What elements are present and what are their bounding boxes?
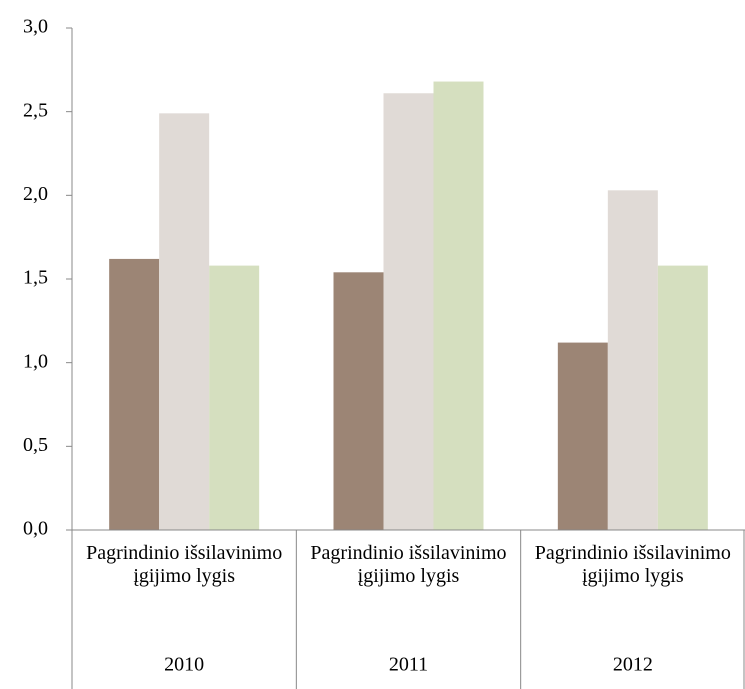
bar (109, 258, 160, 530)
y-tick-label: 2,0 (23, 183, 48, 205)
bar (607, 190, 658, 530)
y-tick-label: 3,0 (23, 16, 48, 38)
bar (333, 272, 384, 530)
y-tick-label: 0,5 (23, 434, 48, 456)
y-tick-label: 2,5 (23, 99, 48, 121)
y-tick-label: 1,0 (23, 350, 48, 372)
x-group-label: 2010 (164, 654, 204, 676)
y-tick-label: 0,0 (23, 518, 48, 540)
bar (433, 81, 484, 531)
bar (557, 342, 608, 530)
x-tick-label: Pagrindinio išsilavinimo įgijimo lygis (534, 542, 731, 587)
bar (159, 113, 210, 530)
x-tick-label: Pagrindinio išsilavinimo įgijimo lygis (310, 542, 507, 587)
x-tick-label: Pagrindinio išsilavinimo įgijimo lygis (86, 542, 283, 587)
bar (209, 265, 260, 530)
bar (383, 93, 434, 530)
y-tick-label: 1,5 (23, 267, 48, 289)
x-group-label: 2011 (389, 654, 428, 676)
bar (657, 265, 708, 530)
x-group-label: 2012 (613, 654, 653, 676)
